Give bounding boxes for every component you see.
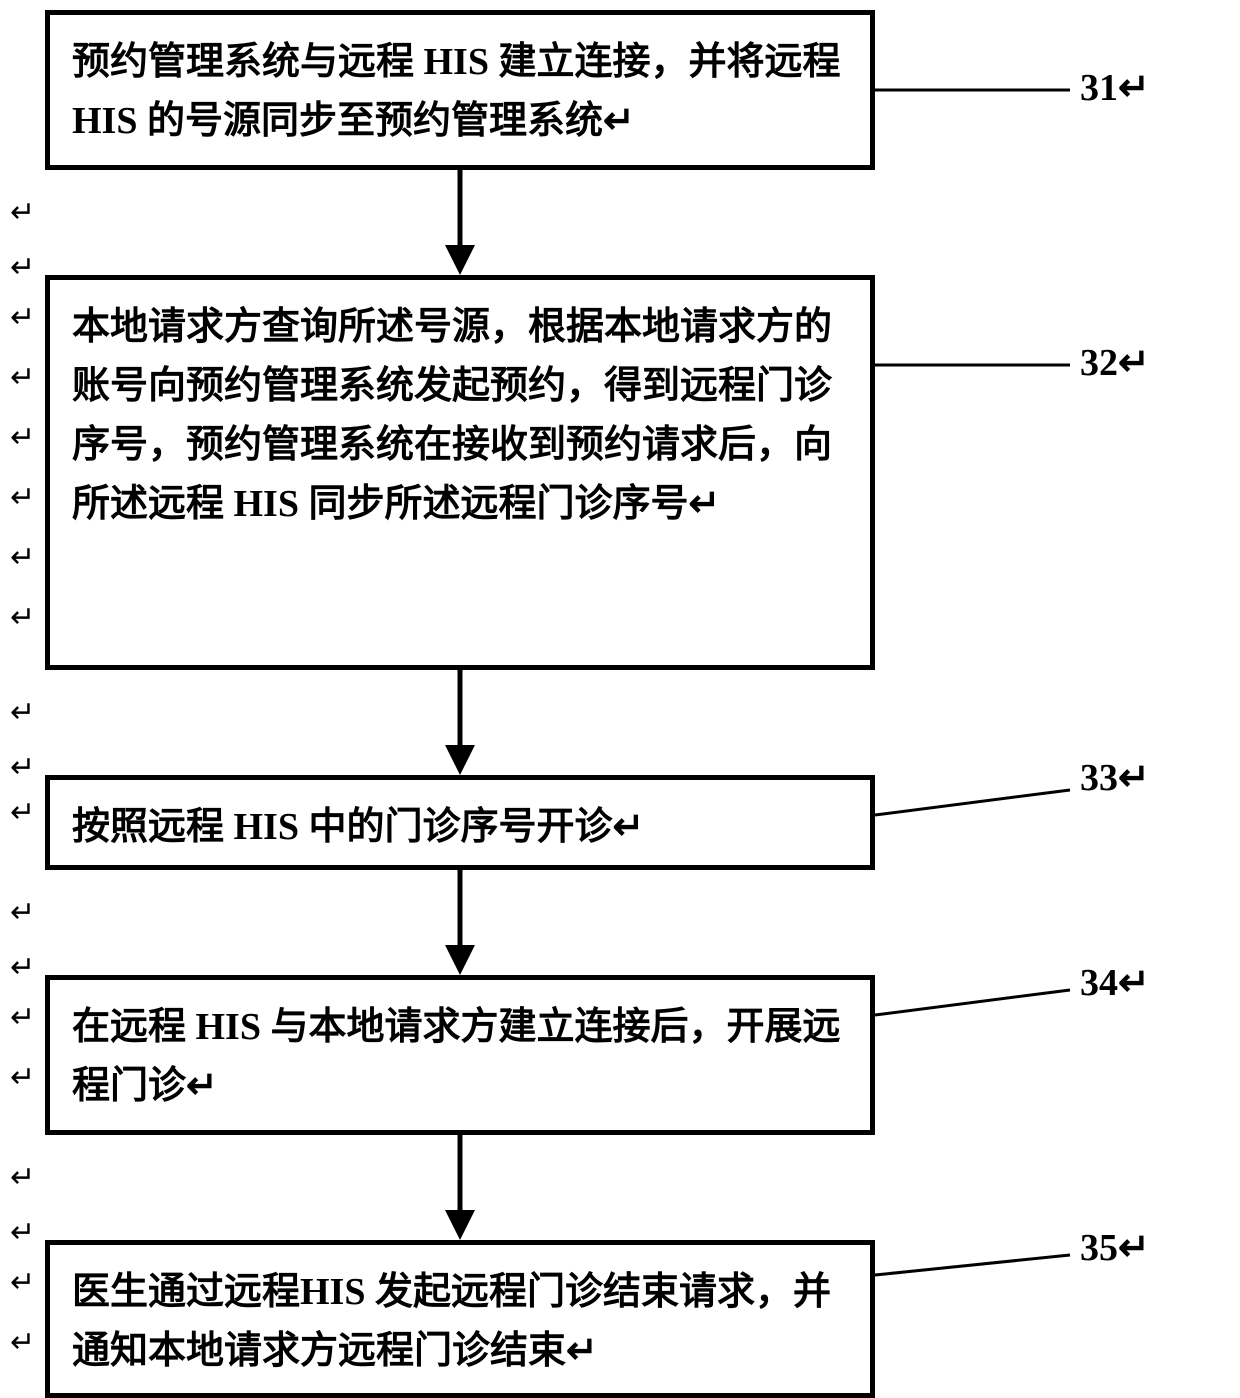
flow-label-1: 31↵ <box>1080 65 1150 110</box>
return-mark: ↵ <box>10 300 35 335</box>
flow-label-4: 34↵ <box>1080 960 1150 1005</box>
return-mark: ↵ <box>10 420 35 455</box>
flow-label-3: 33↵ <box>1080 755 1150 800</box>
return-mark: ↵ <box>10 1325 35 1360</box>
flowchart-canvas: 预约管理系统与远程 HIS 建立连接，并将远程 HIS 的号源同步至预约管理系统… <box>0 0 1240 1398</box>
return-mark: ↵ <box>10 1060 35 1095</box>
return-mark: ↵ <box>10 750 35 785</box>
return-mark: ↵ <box>10 360 35 395</box>
flow-arrows <box>0 0 1240 1398</box>
flow-node-1: 预约管理系统与远程 HIS 建立连接，并将远程 HIS 的号源同步至预约管理系统… <box>45 10 875 170</box>
return-mark: ↵ <box>10 480 35 515</box>
flow-node-5-text: 医生通过远程HIS 发起远程门诊结束请求，并通知本地请求方远程门诊结束↵ <box>72 1271 831 1372</box>
return-mark: ↵ <box>10 795 35 830</box>
return-mark: ↵ <box>10 1160 35 1195</box>
flow-label-5: 35↵ <box>1080 1225 1150 1270</box>
return-mark: ↵ <box>10 195 35 230</box>
return-mark: ↵ <box>10 1265 35 1300</box>
return-mark: ↵ <box>10 540 35 575</box>
return-mark: ↵ <box>10 600 35 635</box>
flow-node-4: 在远程 HIS 与本地请求方建立连接后，开展远程门诊↵ <box>45 975 875 1135</box>
flow-node-2-text: 本地请求方查询所述号源，根据本地请求方的账号向预约管理系统发起预约，得到远程门诊… <box>72 306 832 525</box>
return-mark: ↵ <box>10 250 35 285</box>
return-mark: ↵ <box>10 895 35 930</box>
return-mark: ↵ <box>10 1000 35 1035</box>
flow-node-3: 按照远程 HIS 中的门诊序号开诊↵ <box>45 775 875 870</box>
flow-label-2: 32↵ <box>1080 340 1150 385</box>
flow-node-1-text: 预约管理系统与远程 HIS 建立连接，并将远程 HIS 的号源同步至预约管理系统… <box>72 41 840 142</box>
return-mark: ↵ <box>10 695 35 730</box>
flow-node-5: 医生通过远程HIS 发起远程门诊结束请求，并通知本地请求方远程门诊结束↵ <box>45 1240 875 1398</box>
flow-node-3-text: 按照远程 HIS 中的门诊序号开诊↵ <box>72 806 644 848</box>
flow-node-4-text: 在远程 HIS 与本地请求方建立连接后，开展远程门诊↵ <box>72 1006 840 1107</box>
return-mark: ↵ <box>10 1215 35 1250</box>
flow-node-2: 本地请求方查询所述号源，根据本地请求方的账号向预约管理系统发起预约，得到远程门诊… <box>45 275 875 670</box>
return-mark: ↵ <box>10 950 35 985</box>
